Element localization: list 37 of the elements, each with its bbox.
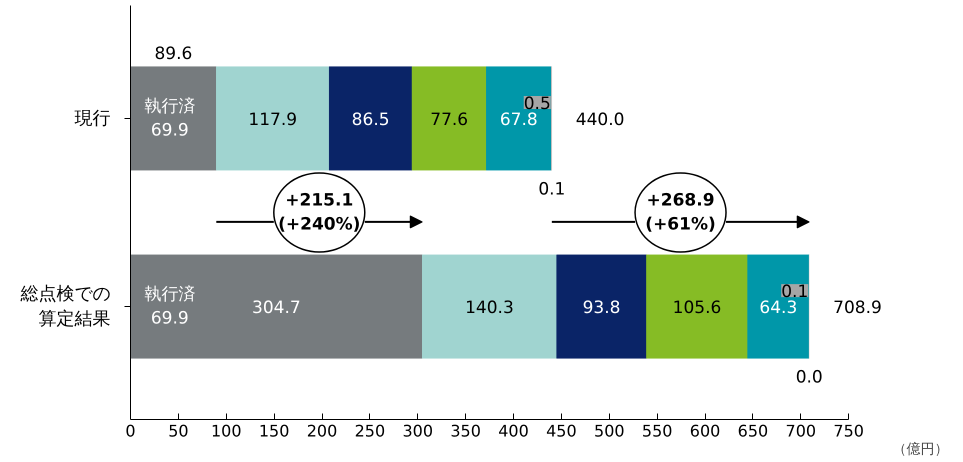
data-label: 304.7 xyxy=(252,298,301,318)
data-label: 64.3 xyxy=(759,298,798,318)
data-label: 0.1 xyxy=(538,179,566,200)
x-tick-label: 600 xyxy=(690,422,720,440)
data-label: 86.5 xyxy=(352,110,390,130)
annotation: +215.1 (+240%) xyxy=(278,190,360,234)
annotation: 執行済 69.9 xyxy=(144,96,196,140)
data-label: 89.6 xyxy=(154,44,192,64)
annotation: 執行済 69.9 xyxy=(144,284,196,329)
total-label: 708.9 xyxy=(833,298,882,318)
y-tick-label: 総点検での算定結果 xyxy=(20,283,110,330)
data-label: 105.6 xyxy=(672,298,722,318)
x-tick-label: 150 xyxy=(258,422,290,440)
annotation: +268.9 (+61%) xyxy=(645,190,716,234)
x-tick-label: 350 xyxy=(450,422,481,440)
x-tick-label: 500 xyxy=(594,422,625,440)
data-label: 117.9 xyxy=(248,110,298,130)
data-label: 0.0 xyxy=(796,368,823,388)
x-tick-label: 200 xyxy=(306,422,338,440)
x-tick-label: 700 xyxy=(786,422,816,440)
x-tick-label: 650 xyxy=(738,422,768,440)
x-tick-label: 100 xyxy=(210,422,242,440)
x-tick-label: 300 xyxy=(402,422,434,440)
data-label: 67.8 xyxy=(500,110,538,130)
x-tick-label: 50 xyxy=(168,422,189,440)
x-axis-title: （億円） xyxy=(892,442,948,458)
data-label: 93.8 xyxy=(582,298,620,318)
x-tick-label: 550 xyxy=(642,422,672,440)
x-tick-label: 250 xyxy=(354,422,386,440)
data-label: 77.6 xyxy=(430,110,468,130)
total-label: 440.0 xyxy=(576,110,624,130)
y-tick-label: 現行 xyxy=(74,108,110,129)
x-tick-label: 450 xyxy=(546,422,577,440)
data-label: 140.3 xyxy=(465,298,514,318)
x-tick-label: 750 xyxy=(833,422,864,440)
x-tick-label: 0 xyxy=(125,422,136,440)
x-tick-label: 400 xyxy=(498,422,529,440)
